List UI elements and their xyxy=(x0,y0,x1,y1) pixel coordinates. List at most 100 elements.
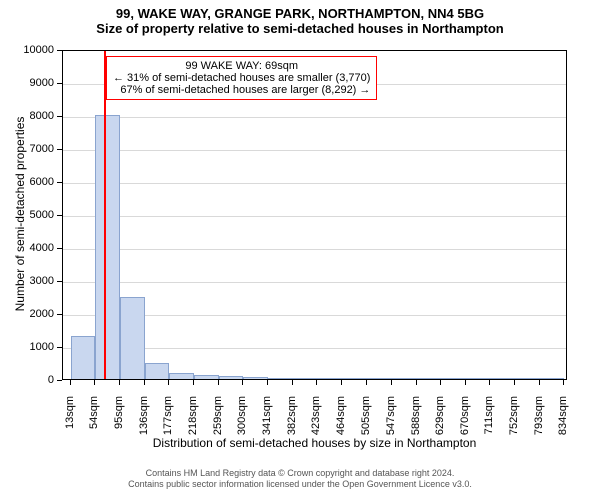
xtick-label: 300sqm xyxy=(236,396,248,446)
xtick-label: 834sqm xyxy=(557,396,569,446)
xtick-label: 136sqm xyxy=(138,396,150,446)
gridline xyxy=(63,282,566,283)
ytick-label: 4000 xyxy=(0,242,54,254)
histogram-bar xyxy=(416,378,441,379)
histogram-bar xyxy=(95,115,120,379)
xtick-mark xyxy=(440,380,441,385)
xtick-mark xyxy=(168,380,169,385)
ytick-mark xyxy=(57,248,62,249)
gridline xyxy=(63,183,566,184)
xtick-mark xyxy=(242,380,243,385)
xtick-label: 752sqm xyxy=(508,396,520,446)
ytick-mark xyxy=(57,116,62,117)
histogram-bar xyxy=(243,377,268,379)
xtick-label: 382sqm xyxy=(286,396,298,446)
xtick-label: 793sqm xyxy=(533,396,545,446)
histogram-bar xyxy=(490,378,515,379)
xtick-mark xyxy=(489,380,490,385)
xtick-mark xyxy=(341,380,342,385)
ytick-mark xyxy=(57,380,62,381)
histogram-bar xyxy=(293,378,318,379)
legend-line-smaller: ← 31% of semi-detached houses are smalle… xyxy=(113,72,370,84)
histogram-bar xyxy=(465,378,490,379)
xtick-label: 464sqm xyxy=(335,396,347,446)
xtick-mark xyxy=(539,380,540,385)
histogram-bar xyxy=(145,363,170,380)
histogram-bar xyxy=(367,378,392,379)
ytick-mark xyxy=(57,314,62,315)
xtick-mark xyxy=(563,380,564,385)
histogram-bar xyxy=(268,378,293,379)
xtick-mark xyxy=(193,380,194,385)
histogram-bar xyxy=(391,378,416,379)
histogram-bar xyxy=(71,336,96,379)
histogram-bar xyxy=(169,373,194,379)
xtick-label: 177sqm xyxy=(162,396,174,446)
ytick-mark xyxy=(57,149,62,150)
ytick-label: 0 xyxy=(0,374,54,386)
ytick-mark xyxy=(57,182,62,183)
xtick-mark xyxy=(465,380,466,385)
xtick-mark xyxy=(391,380,392,385)
chart-title-line1: 99, WAKE WAY, GRANGE PARK, NORTHAMPTON, … xyxy=(0,6,600,21)
ytick-mark xyxy=(57,347,62,348)
xtick-label: 588sqm xyxy=(410,396,422,446)
chart-title-block: 99, WAKE WAY, GRANGE PARK, NORTHAMPTON, … xyxy=(0,6,600,36)
histogram-bar xyxy=(514,378,539,379)
histogram-bar xyxy=(194,375,219,379)
ytick-mark xyxy=(57,215,62,216)
legend-line-subject: 99 WAKE WAY: 69sqm xyxy=(113,60,370,72)
xtick-mark xyxy=(292,380,293,385)
histogram-bar xyxy=(317,378,342,379)
xtick-mark xyxy=(70,380,71,385)
xtick-mark xyxy=(416,380,417,385)
ytick-label: 10000 xyxy=(0,44,54,56)
gridline xyxy=(63,150,566,151)
ytick-label: 2000 xyxy=(0,308,54,320)
ytick-label: 1000 xyxy=(0,341,54,353)
histogram-bar xyxy=(539,378,564,379)
xtick-label: 711sqm xyxy=(483,396,495,446)
histogram-bar xyxy=(120,297,145,380)
ytick-label: 3000 xyxy=(0,275,54,287)
ytick-mark xyxy=(57,83,62,84)
histogram-bar xyxy=(342,378,367,379)
xtick-label: 505sqm xyxy=(360,396,372,446)
footer-line1: Contains HM Land Registry data © Crown c… xyxy=(0,468,600,479)
chart-title-line2: Size of property relative to semi-detach… xyxy=(0,21,600,36)
xtick-mark xyxy=(218,380,219,385)
xtick-label: 218sqm xyxy=(187,396,199,446)
histogram-bar xyxy=(219,376,244,379)
xtick-label: 341sqm xyxy=(261,396,273,446)
xtick-mark xyxy=(144,380,145,385)
ytick-label: 7000 xyxy=(0,143,54,155)
ytick-label: 6000 xyxy=(0,176,54,188)
gridline xyxy=(63,249,566,250)
indicator-line xyxy=(104,51,106,379)
xtick-label: 547sqm xyxy=(385,396,397,446)
page-root: 99, WAKE WAY, GRANGE PARK, NORTHAMPTON, … xyxy=(0,0,600,500)
xtick-label: 13sqm xyxy=(64,396,76,446)
footer-line2: Contains public sector information licen… xyxy=(0,479,600,490)
gridline xyxy=(63,117,566,118)
xtick-mark xyxy=(514,380,515,385)
histogram-bar xyxy=(441,378,466,379)
xtick-mark xyxy=(316,380,317,385)
xtick-label: 670sqm xyxy=(459,396,471,446)
xtick-label: 423sqm xyxy=(310,396,322,446)
legend-line-larger: 67% of semi-detached houses are larger (… xyxy=(113,84,370,96)
xtick-label: 54sqm xyxy=(88,396,100,446)
xtick-label: 95sqm xyxy=(113,396,125,446)
footer-attribution: Contains HM Land Registry data © Crown c… xyxy=(0,468,600,491)
legend-box: 99 WAKE WAY: 69sqm ← 31% of semi-detache… xyxy=(106,56,377,100)
xtick-label: 259sqm xyxy=(212,396,224,446)
ytick-label: 8000 xyxy=(0,110,54,122)
ytick-label: 9000 xyxy=(0,77,54,89)
ytick-label: 5000 xyxy=(0,209,54,221)
xtick-mark xyxy=(267,380,268,385)
xtick-mark xyxy=(366,380,367,385)
gridline xyxy=(63,216,566,217)
xtick-mark xyxy=(119,380,120,385)
ytick-mark xyxy=(57,50,62,51)
ytick-mark xyxy=(57,281,62,282)
